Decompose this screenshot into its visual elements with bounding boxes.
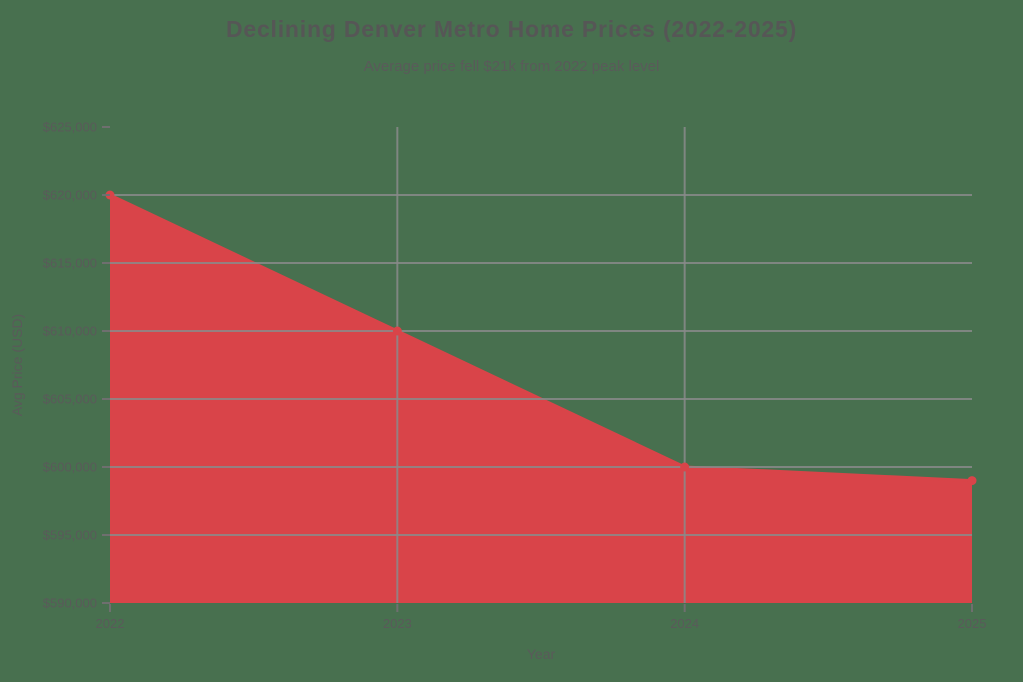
y-tick-label: $615,000 [43, 256, 97, 271]
y-tick-label: $590,000 [43, 596, 97, 611]
data-point-marker [392, 326, 402, 336]
y-tick-label: $595,000 [43, 528, 97, 543]
x-tick-label: 2024 [670, 616, 699, 631]
y-tick-label: $610,000 [43, 324, 97, 339]
y-tick-label: $625,000 [43, 120, 97, 135]
x-axis-title: Year [526, 646, 556, 662]
x-tick-label: 2023 [383, 616, 412, 631]
y-tick-label: $620,000 [43, 188, 97, 203]
chart-subtitle: Average price fell $21k from 2022 peak l… [363, 58, 660, 75]
x-tick-label: 2022 [96, 616, 125, 631]
y-tick-label: $605,000 [43, 392, 97, 407]
data-point-marker [967, 476, 977, 486]
data-point-marker [680, 462, 690, 472]
x-tick-label: 2025 [958, 616, 987, 631]
y-tick-label: $600,000 [43, 460, 97, 475]
chart-title: Declining Denver Metro Home Prices (2022… [225, 16, 798, 42]
